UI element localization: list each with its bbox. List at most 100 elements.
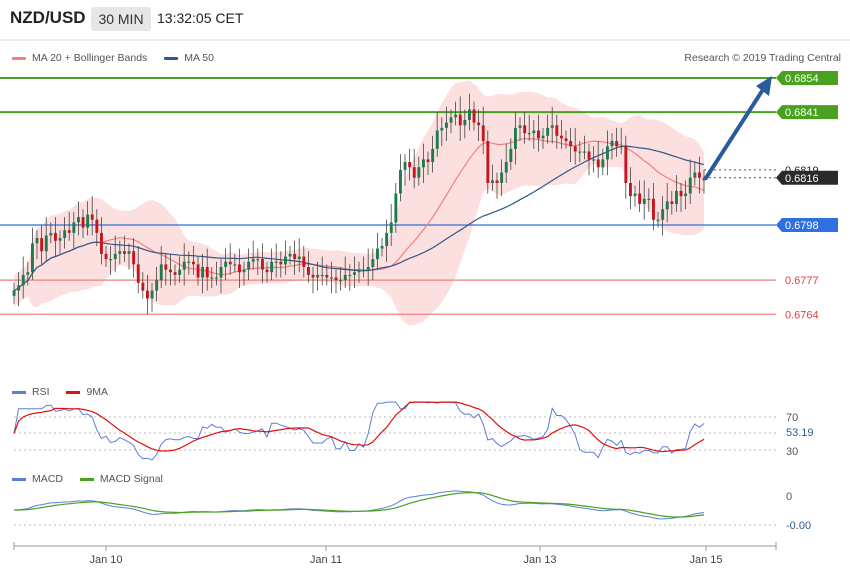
- candle-body: [408, 162, 412, 168]
- candle-body: [187, 261, 191, 263]
- ma50-legend-label: MA 50: [184, 52, 214, 64]
- rsi-ma-legend-item: 9MA: [66, 386, 108, 398]
- candle-body: [578, 151, 582, 153]
- candle-body: [219, 267, 223, 278]
- candle-body: [284, 256, 287, 265]
- candle-body: [362, 269, 366, 271]
- candle-body: [541, 135, 545, 139]
- candle-body: [403, 162, 407, 170]
- candle-body: [633, 193, 637, 197]
- candle-body: [481, 125, 485, 141]
- candle-body: [274, 261, 278, 263]
- candle-body: [652, 198, 655, 220]
- candle-body: [610, 141, 614, 147]
- ma20-legend-label: MA 20 + Bollinger Bands: [32, 52, 148, 64]
- candle-body: [302, 256, 306, 267]
- candle-body: [454, 114, 458, 118]
- candle-body: [81, 217, 85, 228]
- candle-body: [205, 267, 209, 278]
- rsi-ma-legend-label: 9MA: [86, 386, 109, 398]
- macd-signal-swatch: [79, 477, 94, 481]
- candle-body: [702, 177, 706, 181]
- candle-body: [297, 256, 301, 260]
- candle-body: [132, 251, 136, 265]
- candle-body: [270, 261, 274, 273]
- currency-pair-title: NZD/USD: [10, 8, 86, 27]
- macd-signal-legend-label: MACD Signal: [99, 473, 163, 485]
- candle-body: [330, 277, 333, 279]
- candle-body: [504, 162, 508, 173]
- candle-body: [606, 146, 609, 160]
- candle-body: [422, 159, 425, 168]
- candle-body: [178, 269, 182, 275]
- rsi-level-label: 30: [786, 446, 798, 458]
- rsi-legend-item: RSI: [12, 386, 50, 398]
- rsi-legend: RSI 9MA: [12, 386, 122, 398]
- candle-body: [26, 272, 30, 275]
- candle-body: [532, 130, 536, 134]
- candle-body: [583, 151, 586, 153]
- price-label-box: [776, 105, 838, 120]
- candle-body: [564, 138, 568, 141]
- price-label-0.6777: 0.6777: [776, 273, 838, 288]
- candle-body: [164, 264, 168, 270]
- ma50-line: [13, 145, 705, 292]
- candle-body: [150, 290, 154, 299]
- price-label-box: [776, 71, 838, 85]
- candle-body: [44, 235, 48, 252]
- timeframe-button[interactable]: 30 MIN: [91, 7, 151, 31]
- candle-body: [647, 198, 651, 200]
- candle-body: [555, 125, 559, 136]
- candle-body: [58, 238, 62, 241]
- candle-body: [509, 148, 513, 162]
- candle-body: [173, 272, 177, 275]
- macd-swatch: [12, 477, 26, 481]
- candle-body: [399, 169, 402, 194]
- candle-body: [389, 222, 393, 233]
- candle-body: [72, 222, 76, 233]
- price-label-text: 0.6798: [785, 220, 819, 232]
- candle-body: [587, 151, 591, 160]
- candle-body: [546, 127, 550, 136]
- x-tick-label: Jan 10: [89, 554, 122, 566]
- candle-body: [311, 274, 315, 278]
- candle-body: [215, 277, 218, 279]
- candle-body: [123, 251, 126, 254]
- candle-body: [463, 120, 467, 126]
- price-label-0.6798: 0.6798: [776, 218, 838, 232]
- candle-body: [238, 264, 241, 273]
- candle-body: [343, 274, 347, 281]
- candle-body: [155, 280, 159, 291]
- candle-body: [514, 127, 517, 149]
- price-label-text: 0.6777: [785, 275, 819, 287]
- candle-body: [233, 264, 237, 266]
- candle-body: [104, 253, 108, 260]
- candle-body: [560, 135, 563, 139]
- candle-body: [638, 193, 642, 204]
- candle-body: [624, 146, 628, 183]
- candle-body: [279, 261, 283, 265]
- candle-body: [293, 253, 297, 260]
- x-tick-label: Jan 15: [689, 554, 722, 566]
- candle-body: [569, 141, 573, 147]
- candle-body: [288, 253, 292, 257]
- macd-legend-label: MACD: [32, 473, 63, 485]
- price-label-text: 0.6841: [785, 107, 819, 119]
- candle-body: [615, 141, 619, 147]
- candle-body: [629, 183, 632, 197]
- price-label-box: [776, 273, 838, 288]
- rsi-ma-swatch: [66, 390, 81, 394]
- price-label-0.6764: 0.6764: [776, 307, 838, 322]
- candle-body: [224, 261, 228, 267]
- candle-body: [684, 193, 688, 197]
- candle-body: [251, 259, 255, 262]
- bollinger-band-area: [14, 80, 704, 326]
- candle-body: [90, 214, 94, 220]
- candle-body: [500, 172, 504, 183]
- candle-body: [656, 219, 660, 221]
- candle-body: [376, 248, 379, 260]
- candle-body: [661, 209, 665, 220]
- macd-legend-item: MACD: [12, 473, 63, 485]
